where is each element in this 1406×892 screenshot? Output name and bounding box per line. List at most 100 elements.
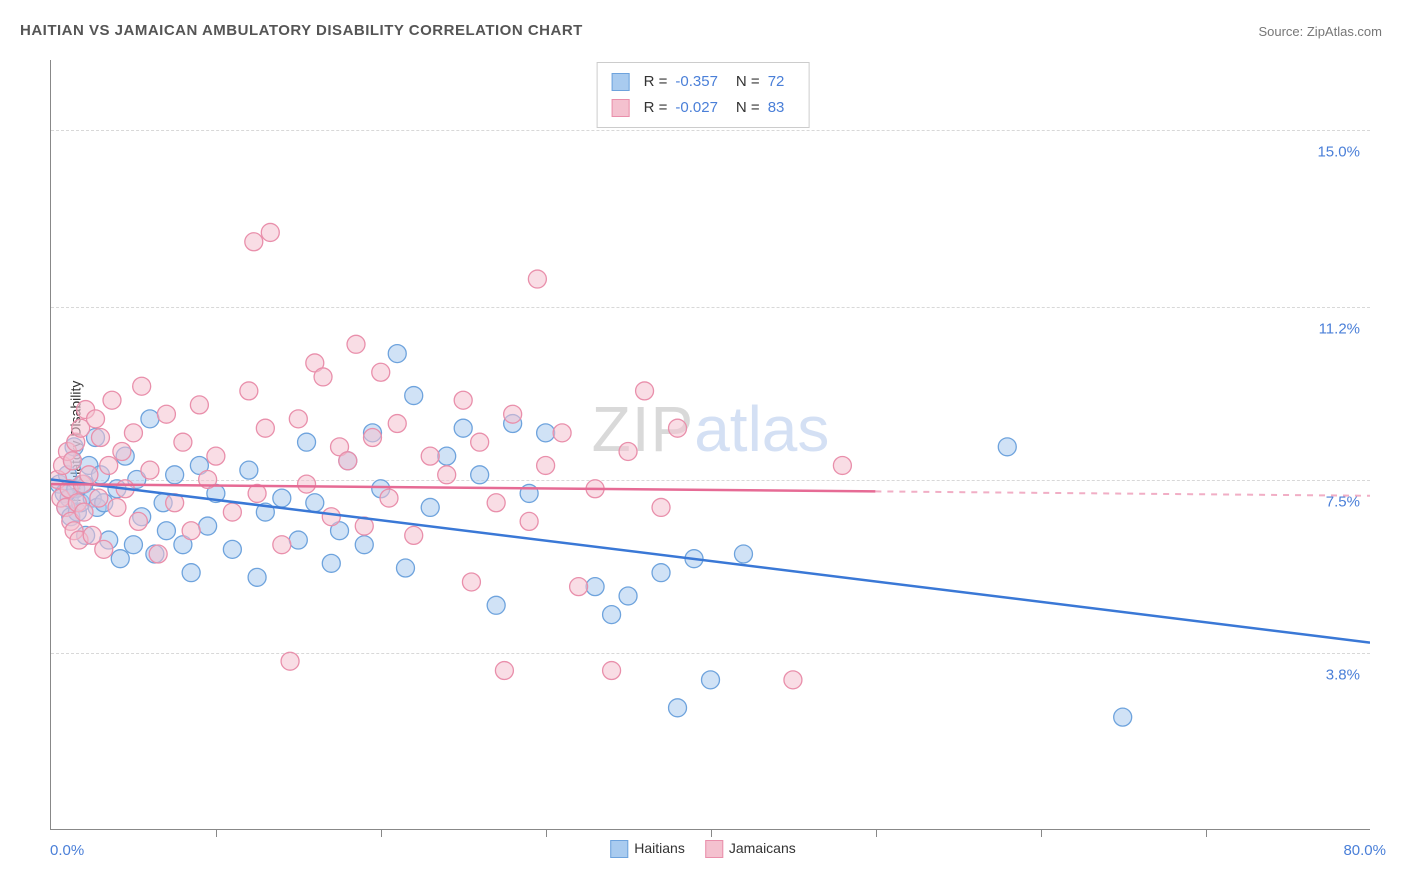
scatter-point: [240, 382, 258, 400]
regression-line-dashed: [875, 491, 1370, 495]
x-tick: [1041, 829, 1042, 837]
scatter-point: [223, 540, 241, 558]
scatter-point: [471, 433, 489, 451]
scatter-point: [256, 419, 274, 437]
scatter-point: [586, 578, 604, 596]
legend-item: Jamaicans: [705, 840, 796, 858]
legend-swatch: [610, 840, 628, 858]
scatter-point: [669, 419, 687, 437]
scatter-point: [553, 424, 571, 442]
scatter-point: [289, 410, 307, 428]
scatter-point: [669, 699, 687, 717]
scatter-point: [289, 531, 307, 549]
scatter-point: [528, 270, 546, 288]
scatter-point: [454, 391, 472, 409]
x-tick: [1206, 829, 1207, 837]
source-link[interactable]: ZipAtlas.com: [1307, 24, 1382, 39]
scatter-point: [91, 429, 109, 447]
scatter-point: [454, 419, 472, 437]
legend-item: Haitians: [610, 840, 685, 858]
scatter-point: [133, 377, 151, 395]
legend-stats-box: R = -0.357 N = 72R =-0.027N =83: [597, 62, 810, 128]
scatter-point: [182, 564, 200, 582]
scatter-point: [245, 233, 263, 251]
scatter-point: [380, 489, 398, 507]
scatter-point: [471, 466, 489, 484]
scatter-point: [166, 466, 184, 484]
scatter-point: [95, 540, 113, 558]
source-attribution: Source: ZipAtlas.com: [1258, 24, 1382, 39]
scatter-point: [207, 447, 225, 465]
scatter-point: [372, 363, 390, 381]
scatter-point: [80, 466, 98, 484]
scatter-point: [1114, 708, 1132, 726]
scatter-point: [261, 223, 279, 241]
scatter-point: [298, 433, 316, 451]
scatter-point: [248, 568, 266, 586]
scatter-point: [603, 662, 621, 680]
scatter-point: [396, 559, 414, 577]
scatter-point: [603, 606, 621, 624]
scatter-point: [619, 443, 637, 461]
scatter-point: [702, 671, 720, 689]
scatter-point: [141, 410, 159, 428]
legend-stats-row: R =-0.027N =83: [612, 95, 795, 121]
scatter-point: [103, 391, 121, 409]
legend-n-value: 72: [768, 69, 785, 95]
scatter-point: [322, 554, 340, 572]
scatter-point: [619, 587, 637, 605]
scatter-point: [298, 475, 316, 493]
scatter-point: [174, 433, 192, 451]
legend-swatch: [612, 73, 630, 91]
source-label: Source:: [1258, 24, 1306, 39]
legend-label: Jamaicans: [729, 840, 796, 856]
x-axis-max-label: 80.0%: [1343, 842, 1386, 859]
legend-bottom: Haitians Jamaicans: [610, 840, 796, 858]
scatter-point: [90, 489, 108, 507]
x-tick: [216, 829, 217, 837]
scatter-point: [100, 456, 118, 474]
scatter-point: [63, 452, 81, 470]
legend-label: Haitians: [634, 840, 685, 856]
scatter-point: [405, 526, 423, 544]
scatter-point: [570, 578, 588, 596]
regression-line: [51, 479, 1370, 642]
scatter-point: [124, 424, 142, 442]
legend-r-label: R =: [644, 69, 668, 95]
scatter-point: [364, 429, 382, 447]
scatter-point: [273, 536, 291, 554]
scatter-point: [124, 536, 142, 554]
scatter-point: [405, 387, 423, 405]
scatter-point: [652, 564, 670, 582]
scatter-point: [438, 447, 456, 465]
scatter-point: [438, 466, 456, 484]
scatter-point: [487, 494, 505, 512]
scatter-point: [75, 503, 93, 521]
scatter-point: [339, 452, 357, 470]
regression-line: [51, 484, 875, 491]
scatter-point: [495, 662, 513, 680]
scatter-point: [784, 671, 802, 689]
scatter-point: [537, 424, 555, 442]
scatter-point: [157, 405, 175, 423]
chart-title: HAITIAN VS JAMAICAN AMBULATORY DISABILIT…: [20, 22, 583, 39]
scatter-point: [108, 498, 126, 516]
scatter-point: [306, 494, 324, 512]
scatter-point: [504, 405, 522, 423]
scatter-point: [636, 382, 654, 400]
scatter-point: [223, 503, 241, 521]
legend-n-label: N =: [736, 95, 760, 121]
scatter-point: [998, 438, 1016, 456]
scatter-point: [537, 456, 555, 474]
legend-n-label: N =: [736, 69, 760, 95]
scatter-point: [421, 498, 439, 516]
scatter-point: [111, 550, 129, 568]
scatter-point: [355, 536, 373, 554]
x-tick: [876, 829, 877, 837]
legend-swatch: [612, 99, 630, 117]
scatter-point: [240, 461, 258, 479]
legend-r-value: -0.357: [675, 69, 718, 95]
scatter-point: [734, 545, 752, 563]
scatter-point: [87, 410, 105, 428]
scatter-point: [149, 545, 167, 563]
